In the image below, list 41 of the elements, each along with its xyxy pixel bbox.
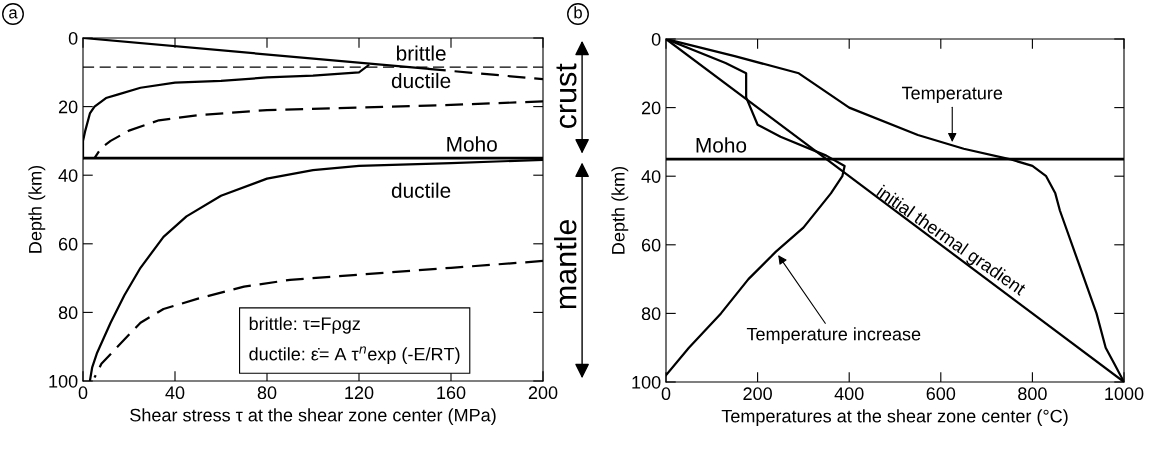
annotation: brittle: τ=Fρgz bbox=[249, 316, 360, 334]
annotation: Temperature bbox=[901, 86, 1003, 104]
annotation: Moho bbox=[696, 137, 747, 153]
x-tick-label: 200 bbox=[528, 386, 558, 400]
x-axis-title: Temperatures at the shear zone center (°C) bbox=[721, 409, 1068, 427]
y-tick-label: 60 bbox=[58, 237, 78, 251]
text: b bbox=[574, 6, 582, 19]
y-tick-label: 80 bbox=[58, 306, 78, 320]
x-tick-label: 800 bbox=[1018, 387, 1047, 401]
y-tick-label: 0 bbox=[651, 32, 661, 46]
y-tick-label: 20 bbox=[641, 101, 661, 115]
annotation: ductile: ε̇= A τ$^{n}$exp (-E/RT) bbox=[249, 346, 460, 365]
y-tick-label: 40 bbox=[641, 170, 661, 183]
annotation: Temperature increase bbox=[746, 327, 921, 345]
text: mantle bbox=[554, 219, 577, 309]
x-tick-label: 80 bbox=[257, 386, 277, 400]
x-tick-label: 400 bbox=[834, 387, 864, 401]
y-axis-title: Depth (km) bbox=[28, 165, 46, 253]
x-tick-label: 120 bbox=[345, 386, 374, 400]
text: crust bbox=[556, 63, 577, 129]
y-tick-label: 100 bbox=[632, 375, 661, 389]
x-tick-label: 1000 bbox=[1105, 387, 1144, 401]
y-tick-label: 0 bbox=[68, 31, 78, 45]
y-tick-label: 60 bbox=[641, 238, 661, 252]
x-tick-label: 0 bbox=[78, 386, 88, 400]
x-tick-label: 160 bbox=[437, 386, 466, 400]
annotation: brittle bbox=[396, 45, 446, 61]
x-axis-title: Shear stress τ at the shear zone center (MPa) bbox=[130, 408, 496, 426]
x-tick-label: 200 bbox=[743, 387, 772, 401]
y-tick-label: 80 bbox=[641, 307, 661, 321]
x-tick-label: 40 bbox=[165, 386, 185, 400]
y-axis-title: Depth (km) bbox=[611, 166, 629, 254]
y-tick-label: 100 bbox=[49, 374, 78, 388]
y-tick-label: 20 bbox=[58, 100, 78, 114]
annotation: Moho bbox=[447, 136, 497, 152]
y-tick-label: 40 bbox=[58, 169, 78, 182]
annotation: ductile bbox=[391, 182, 451, 198]
x-tick-label: 600 bbox=[926, 387, 956, 401]
text: a bbox=[9, 9, 18, 19]
annotation: ductile bbox=[391, 72, 451, 89]
x-tick-label: 0 bbox=[661, 387, 671, 401]
